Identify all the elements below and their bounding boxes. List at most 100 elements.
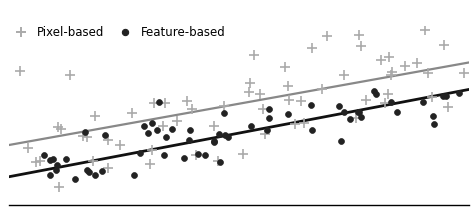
Point — [185, 138, 192, 142]
Point — [445, 105, 452, 108]
Point — [89, 159, 97, 163]
Point — [214, 159, 221, 162]
Point — [370, 89, 377, 92]
Point — [66, 74, 74, 77]
Point — [46, 173, 54, 176]
Point — [91, 114, 99, 118]
Point — [83, 135, 91, 138]
Point — [137, 151, 144, 155]
Point — [183, 99, 191, 102]
Point — [442, 94, 450, 98]
Point — [40, 153, 47, 157]
Point — [46, 158, 54, 162]
Point — [188, 107, 196, 111]
Point — [49, 157, 57, 161]
Point — [52, 168, 60, 172]
Point — [256, 92, 264, 95]
Point — [263, 128, 271, 132]
Point — [239, 152, 247, 156]
Point — [246, 90, 253, 94]
Point — [24, 146, 32, 150]
Point — [104, 166, 112, 169]
Point — [246, 81, 254, 84]
Point — [384, 92, 392, 96]
Point — [173, 119, 181, 122]
Point — [372, 92, 380, 96]
Point — [387, 100, 395, 103]
Point — [401, 64, 409, 68]
Point — [387, 73, 395, 77]
Point — [265, 116, 273, 119]
Point — [221, 134, 228, 137]
Point — [216, 161, 224, 164]
Point — [83, 168, 91, 172]
Point — [428, 96, 436, 99]
Point — [363, 98, 370, 101]
Point — [388, 70, 396, 74]
Point — [148, 148, 156, 152]
Point — [440, 43, 448, 47]
Point — [194, 152, 202, 156]
Point — [337, 140, 345, 143]
Point — [36, 159, 44, 163]
Point — [128, 111, 136, 114]
Point — [355, 33, 363, 36]
Point — [215, 132, 222, 136]
Point — [220, 104, 228, 107]
Point — [153, 128, 161, 131]
Point — [460, 71, 467, 75]
Point — [385, 55, 392, 59]
Point — [105, 138, 112, 141]
Point — [17, 69, 24, 73]
Point — [356, 110, 363, 113]
Point — [79, 135, 87, 138]
Point — [419, 100, 427, 103]
Legend: Pixel-based, Feature-based: Pixel-based, Feature-based — [9, 26, 225, 39]
Point — [220, 111, 228, 114]
Point — [293, 17, 301, 20]
Point — [162, 101, 169, 104]
Point — [101, 133, 109, 137]
Point — [130, 174, 138, 177]
Point — [99, 169, 106, 172]
Point — [265, 107, 273, 111]
Point — [201, 154, 209, 157]
Point — [33, 160, 40, 164]
Point — [308, 46, 316, 50]
Point — [63, 157, 70, 161]
Point — [284, 85, 292, 88]
Point — [54, 163, 61, 166]
Point — [81, 130, 89, 134]
Point — [324, 35, 331, 38]
Point — [424, 71, 432, 75]
Point — [55, 125, 62, 129]
Point — [281, 65, 288, 69]
Point — [259, 107, 267, 111]
Point — [297, 100, 305, 103]
Point — [352, 116, 360, 119]
Point — [86, 170, 93, 173]
Point — [381, 101, 389, 105]
Point — [210, 140, 218, 143]
Point — [155, 100, 163, 104]
Point — [146, 162, 154, 166]
Point — [168, 127, 176, 130]
Point — [354, 111, 361, 114]
Point — [57, 127, 64, 131]
Point — [291, 122, 299, 126]
Point — [430, 122, 438, 125]
Point — [337, 9, 345, 12]
Point — [340, 110, 347, 113]
Point — [72, 177, 79, 181]
Point — [308, 103, 315, 107]
Point — [247, 124, 255, 128]
Point — [150, 101, 158, 105]
Point — [161, 154, 168, 157]
Point — [116, 143, 124, 146]
Point — [210, 140, 218, 144]
Point — [309, 129, 316, 132]
Point — [340, 73, 348, 77]
Point — [319, 87, 326, 91]
Point — [336, 105, 343, 108]
Point — [162, 135, 170, 139]
